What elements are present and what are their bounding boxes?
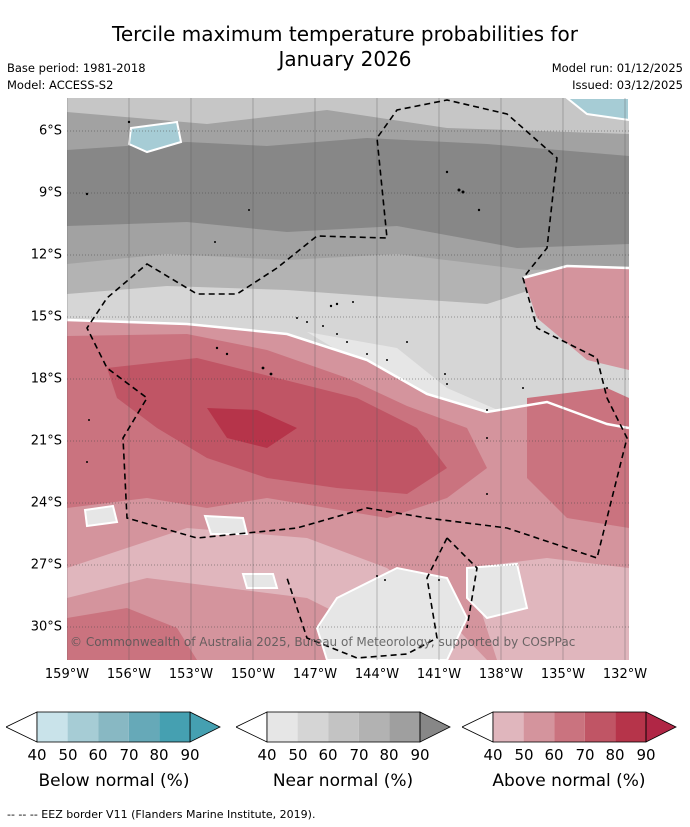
legend-below-tick-70: 70 — [119, 746, 139, 764]
legend-near-tick-70: 70 — [349, 746, 369, 764]
lat-label-15s: 15°S — [30, 309, 62, 325]
copyright-notice: © Commonwealth of Australia 2025, Bureau… — [70, 635, 575, 649]
legend-above-low-cap — [462, 711, 494, 743]
lat-label-18s: 18°S — [30, 371, 62, 387]
legend-below-tick-50: 50 — [58, 746, 78, 764]
title-line-1: Tercile maximum temperature probabilitie… — [112, 22, 578, 46]
meta-right: Model run: 01/12/2025 Issued: 03/12/2025 — [552, 60, 683, 94]
lon-label-138w: 138°W — [478, 667, 524, 682]
legend-near-tick-60: 60 — [318, 746, 338, 764]
legend-near-tick-80: 80 — [379, 746, 399, 764]
legend-near-swatch-3 — [328, 712, 359, 742]
near-normal-small-patch-1 — [83, 504, 119, 528]
legend-below-tick-80: 80 — [149, 746, 169, 764]
legend-near-swatch-4 — [358, 712, 390, 742]
legend-above-title: Above normal (%) — [492, 771, 646, 791]
eez-border-french-polynesia — [86, 99, 628, 560]
lat-label-24s: 24°S — [30, 495, 62, 511]
eez-border-pitcairn-east — [446, 537, 478, 629]
legend-above-tick-50: 50 — [514, 746, 534, 764]
legend-below-swatch-1 — [37, 712, 68, 742]
islands — [85, 120, 608, 581]
eez-footer-note: -- -- -- EEZ border V11 (Flanders Marine… — [7, 808, 316, 821]
near-normal-40-southeast-patch — [466, 562, 529, 620]
near-normal-70-lower — [67, 222, 629, 278]
legend-above-tick-60: 60 — [544, 746, 564, 764]
title-line-2: January 2026 — [278, 47, 412, 71]
lat-label-6s: 6°S — [38, 123, 62, 139]
legend-below-tick-40: 40 — [27, 746, 47, 764]
legend-above-tick-90: 90 — [636, 746, 656, 764]
lat-label-9s: 9°S — [38, 185, 62, 201]
lat-label-30s: 30°S — [30, 619, 62, 635]
eez-border-pitcairn — [286, 537, 448, 659]
legend-below-swatch-5 — [159, 712, 190, 742]
lon-label-141w: 141°W — [416, 667, 462, 682]
near-normal-small-patch-2 — [203, 514, 249, 535]
legend-below-normal — [6, 711, 221, 743]
legend-above-high-cap — [645, 711, 677, 743]
legend-below-swatch-4 — [128, 712, 160, 742]
legend-near-tick-40: 40 — [257, 746, 277, 764]
legend-above-normal — [462, 711, 677, 743]
legend-below-tick-60: 60 — [88, 746, 108, 764]
lat-label-12s: 12°S — [30, 247, 62, 263]
above-normal-60-southwest — [67, 608, 197, 660]
legend-near-frame — [266, 711, 421, 743]
lat-label-21s: 21°S — [30, 433, 62, 449]
model-run: Model run: 01/12/2025 — [551, 61, 683, 75]
lon-label-153w: 153°W — [168, 667, 214, 682]
legend-above-tick-70: 70 — [575, 746, 595, 764]
above-normal-40-region-east — [523, 266, 629, 370]
legend-above-swatch-3 — [554, 712, 585, 742]
lon-label-156w: 156°W — [106, 667, 152, 682]
legend-above-swatch-2 — [523, 712, 555, 742]
legend-below-tick-90: 90 — [180, 746, 200, 764]
legend-near-swatch-2 — [297, 712, 329, 742]
legend-near-tick-90: 90 — [410, 746, 430, 764]
legend-near-title: Near normal (%) — [272, 771, 414, 791]
legend-below-title: Below normal (%) — [38, 771, 190, 791]
legend-near-tick-50: 50 — [288, 746, 308, 764]
legend-below-swatch-3 — [98, 712, 129, 742]
above-normal-80-spot — [207, 408, 297, 448]
legend-above-swatch-4 — [584, 712, 616, 742]
legend-near-high-cap — [419, 711, 451, 743]
near-normal-small-patch-3 — [241, 573, 279, 589]
near-above-boundary — [67, 318, 629, 430]
lon-label-132w: 132°W — [602, 667, 648, 682]
legend-below-swatch-2 — [67, 712, 99, 742]
legend-below-low-cap — [6, 711, 38, 743]
legend-near-swatch-5 — [389, 712, 420, 742]
legend-above-tick-80: 80 — [605, 746, 625, 764]
probability-map: © Commonwealth of Australia 2025, Bureau… — [67, 98, 629, 660]
legend-above-tick-40: 40 — [483, 746, 503, 764]
near-normal-60-band — [67, 254, 629, 308]
model-name: Model: ACCESS-S2 — [7, 78, 114, 92]
lat-label-27s: 27°S — [30, 557, 62, 573]
base-period: Base period: 1981-2018 — [7, 61, 146, 75]
meridians — [67, 98, 626, 660]
legend-below-high-cap — [189, 711, 221, 743]
legend-near-swatch-1 — [267, 712, 298, 742]
near-above-boundary-east — [522, 264, 629, 280]
below-normal-50-patch-northwest — [127, 120, 183, 154]
near-normal-40-southern-patch — [315, 566, 469, 660]
legend-below-frame — [36, 711, 191, 743]
meta-left: Base period: 1981-2018 Model: ACCESS-S2 — [7, 60, 146, 94]
below-normal-50-patch-northeast — [565, 98, 629, 122]
map-title: Tercile maximum temperature probabilitie… — [0, 22, 690, 72]
lon-label-147w: 147°W — [292, 667, 338, 682]
lon-label-144w: 144°W — [354, 667, 400, 682]
legend-near-low-cap — [236, 711, 268, 743]
legend-near-normal — [236, 711, 451, 743]
legend-above-swatch-5 — [615, 712, 646, 742]
gridlines — [67, 130, 629, 628]
lon-label-159w: 159°W — [44, 667, 90, 682]
issued-date: Issued: 03/12/2025 — [572, 78, 683, 92]
lon-label-135w: 135°W — [540, 667, 586, 682]
legend-above-swatch-1 — [493, 712, 524, 742]
lon-label-150w: 150°W — [230, 667, 276, 682]
legend-above-frame — [492, 711, 647, 743]
